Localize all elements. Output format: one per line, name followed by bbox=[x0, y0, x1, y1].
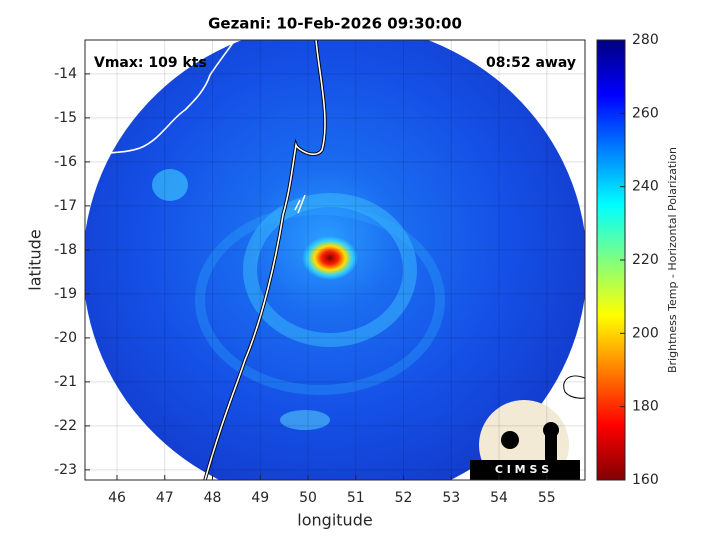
x-tick-label: 46 bbox=[108, 490, 126, 506]
x-tick-label: 54 bbox=[490, 490, 508, 506]
x-tick-label: 55 bbox=[538, 490, 556, 506]
y-tick-label: -18 bbox=[54, 242, 77, 258]
x-tick-label: 49 bbox=[251, 490, 269, 506]
x-tick-label: 52 bbox=[395, 490, 413, 506]
y-tick-label: -14 bbox=[54, 66, 77, 82]
x-tick-label: 53 bbox=[442, 490, 460, 506]
y-tick-label: -22 bbox=[54, 418, 77, 434]
y-tick-label: -17 bbox=[54, 198, 77, 214]
annotation: Vmax: 109 kts bbox=[94, 55, 207, 71]
colorbar-tick-label: 220 bbox=[632, 252, 659, 268]
brightness-image bbox=[85, 40, 585, 480]
colorbar-tick-label: 240 bbox=[632, 179, 659, 195]
x-axis-label: longitude bbox=[297, 511, 372, 530]
logo-text: C I M S S bbox=[495, 463, 549, 476]
y-tick-label: -15 bbox=[54, 110, 77, 126]
annotation: 08:52 away bbox=[486, 55, 576, 71]
y-axis-label: latitude bbox=[26, 229, 45, 290]
axes-box bbox=[84, 39, 586, 481]
x-tick-label: 47 bbox=[156, 490, 174, 506]
x-tick-label: 48 bbox=[204, 490, 222, 506]
x-tick-label: 50 bbox=[299, 490, 317, 506]
y-tick-label: -20 bbox=[54, 330, 77, 346]
colorbar-tick-label: 260 bbox=[632, 105, 659, 121]
y-tick-label: -21 bbox=[54, 374, 77, 390]
y-tick-label: -16 bbox=[54, 154, 77, 170]
colorbar-tick-label: 180 bbox=[632, 399, 659, 415]
x-tick-label: 51 bbox=[347, 490, 365, 506]
colorbar-tick-label: 280 bbox=[632, 32, 659, 48]
colorbar-tick-label: 160 bbox=[632, 472, 659, 488]
y-tick-label: -23 bbox=[54, 462, 77, 478]
chart-title: Gezani: 10-Feb-2026 09:30:00 bbox=[208, 15, 462, 33]
colorbar-tick-label: 200 bbox=[632, 325, 659, 341]
colorbar-label: Brightness Temp - Horizontal Polarizatio… bbox=[666, 147, 679, 373]
y-tick-label: -19 bbox=[54, 286, 77, 302]
